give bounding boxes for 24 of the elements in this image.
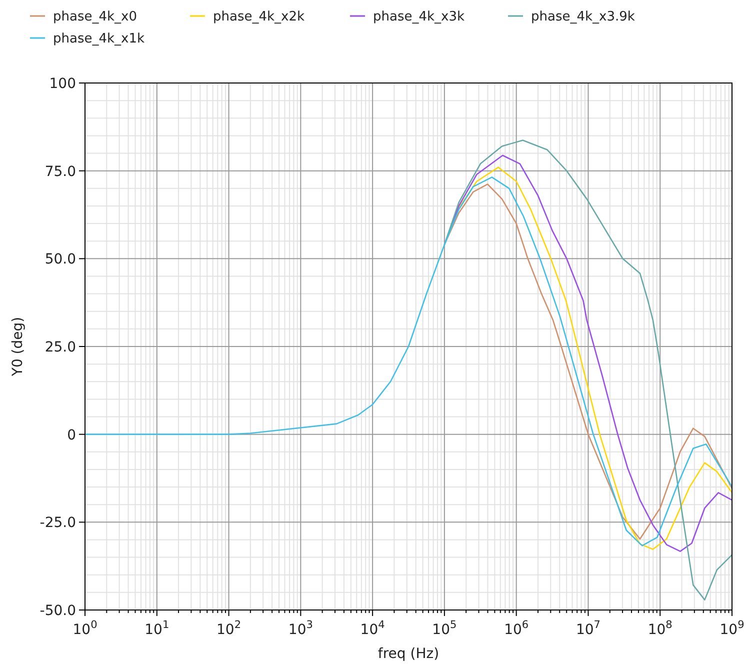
legend-label: phase_4k_x2k: [213, 10, 305, 24]
x-tick-label: 10$^{6}$: [504, 619, 529, 638]
x-tick-label: 10$^{8}$: [648, 619, 672, 638]
legend-label: phase_4k_x3.9k: [531, 10, 636, 24]
x-tick-label: 10$^{2}$: [216, 619, 242, 638]
x-tick-label: 10$^{5}$: [432, 619, 457, 638]
y-tick-label: -25.0: [40, 515, 76, 532]
legend-label: phase_4k_x0: [53, 10, 137, 24]
x-tick-label: 10$^{7}$: [576, 619, 600, 638]
x-tick-label: 10$^{0}$: [72, 619, 98, 638]
y-tick-label: 0: [67, 427, 76, 444]
legend-label: phase_4k_x1k: [53, 32, 145, 46]
x-axis-title: freq (Hz): [378, 646, 440, 662]
x-tick-label: 10$^{4}$: [360, 619, 386, 638]
legend-label: phase_4k_x3k: [373, 10, 465, 24]
x-tick-label: 10$^{9}$: [720, 619, 744, 638]
x-tick-label: 10$^{1}$: [144, 619, 170, 638]
y-tick-label: 50.0: [44, 252, 76, 268]
y-tick-label: 100: [49, 76, 76, 92]
y-tick-label: -50.0: [40, 603, 76, 619]
x-tick-label: 10$^{3}$: [288, 619, 313, 638]
y-tick-label: 75.0: [44, 164, 76, 180]
y-tick-label: 25.0: [44, 340, 76, 356]
y-axis-title: Y0 (deg): [10, 316, 26, 378]
